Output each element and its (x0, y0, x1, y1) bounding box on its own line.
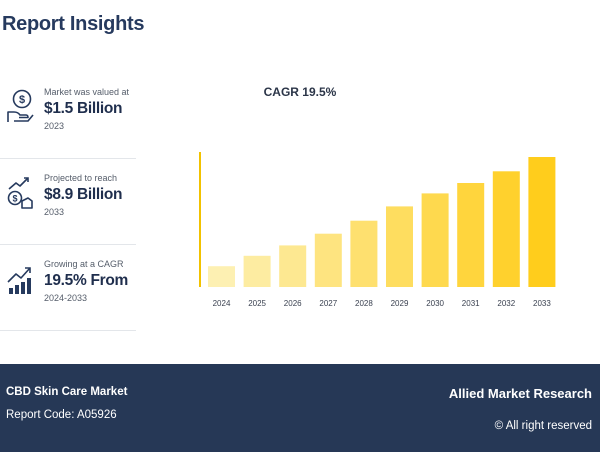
bar-2026 (279, 245, 307, 287)
x-tick-label: 2025 (248, 299, 266, 308)
x-tick-label: 2030 (426, 299, 444, 308)
stat-year: 2024-2033 (44, 293, 88, 303)
stat-projected-value: $ Projected to reach $8.9 Billion 2033 (0, 160, 136, 245)
stat-value: $1.5 Billion (44, 100, 123, 117)
stat-label: Projected to reach (44, 173, 118, 183)
footer-brand: Allied Market Research (448, 386, 592, 401)
footer-report-code: Report Code: A05926 (6, 409, 117, 421)
bar-2030 (421, 193, 449, 287)
stat-cagr: Growing at a CAGR 19.5% From 2024-2033 (0, 246, 136, 331)
x-tick-label: 2027 (319, 299, 337, 308)
bar-2032 (492, 171, 520, 287)
stat-market-value: $ Market was valued at $1.5 Billion 2023 (0, 74, 136, 159)
bar-2029 (386, 206, 413, 287)
bar-2025 (243, 255, 271, 287)
cagr-bars-icon (6, 260, 34, 296)
chart-title: CAGR 19.5% (263, 85, 337, 99)
bar-2028 (350, 220, 378, 287)
bar-2027 (314, 233, 342, 287)
bar-2031 (457, 183, 485, 287)
footer-market-name: CBD Skin Care Market (6, 386, 128, 398)
bar-2024 (208, 266, 235, 287)
bar-2033 (528, 157, 556, 287)
x-tick-label: 2029 (391, 299, 409, 308)
money-hand-icon: $ (6, 88, 34, 124)
svg-text:$: $ (12, 194, 17, 204)
x-tick-label: 2032 (497, 299, 515, 308)
stat-year: 2023 (44, 121, 65, 131)
footer-rights: © All right reserved (494, 420, 592, 432)
x-tick-label: 2028 (355, 299, 373, 308)
footer-bar: CBD Skin Care Market Report Code: A05926… (0, 364, 600, 452)
x-tick-label: 2031 (462, 299, 480, 308)
stat-label: Growing at a CAGR (44, 259, 124, 269)
svg-text:$: $ (19, 94, 25, 106)
stat-value: $8.9 Billion (44, 186, 123, 203)
x-tick-label: 2026 (284, 299, 302, 308)
x-tick-label: 2024 (213, 299, 231, 308)
stat-year: 2033 (44, 207, 65, 217)
stat-value: 19.5% From (44, 272, 129, 289)
stat-label: Market was valued at (44, 87, 130, 97)
x-tick-label: 2033 (533, 299, 551, 308)
cagr-bar-chart: 2024 2025 2026 2027 2028 2029 2030 2031 2032 2033 (199, 152, 556, 308)
growth-coins-icon: $ (6, 174, 34, 210)
report-title: Report Insights (2, 13, 145, 35)
